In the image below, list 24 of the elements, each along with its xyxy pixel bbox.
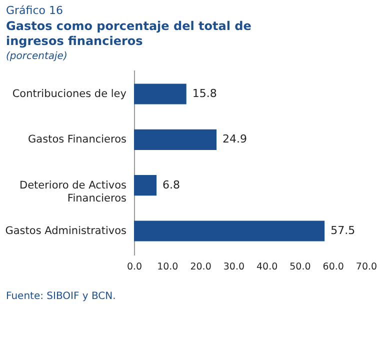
- data-label: 6.8: [162, 178, 180, 192]
- x-tick-label: 40.0: [256, 262, 278, 272]
- bar: [134, 84, 186, 104]
- text: (porcentaje): [6, 51, 68, 62]
- x-tick-label: 20.0: [190, 262, 212, 272]
- x-tick-label: 0.0: [126, 262, 142, 272]
- x-tick-label: 30.0: [223, 262, 245, 272]
- y-tick-label: Gastos Administrativos: [5, 225, 126, 238]
- text: Gráfico 16: [6, 4, 64, 17]
- source-note: Fuente: SIBOIF y BCN.: [5, 291, 117, 302]
- y-tick-label: Gastos Financieros: [28, 134, 126, 146]
- data-label: 57.5: [330, 224, 356, 238]
- data-label: 15.8: [192, 86, 217, 100]
- x-tick-label: 60.0: [322, 262, 344, 272]
- bar: [134, 220, 325, 242]
- x-tick-label: 50.0: [290, 262, 311, 272]
- y-tick-label: Contribuciones de ley: [12, 88, 126, 100]
- bar: [134, 129, 217, 150]
- x-tick-label: 10.0: [157, 262, 178, 272]
- y-tick-label: Deterioro de Activos Financieros: [19, 179, 126, 204]
- bar: [134, 175, 157, 196]
- data-label: 24.9: [222, 132, 248, 146]
- x-tick-label: 70.0: [356, 262, 378, 272]
- chart-title: Gastos como porcentaje del total de ingresos financieros: [6, 19, 252, 49]
